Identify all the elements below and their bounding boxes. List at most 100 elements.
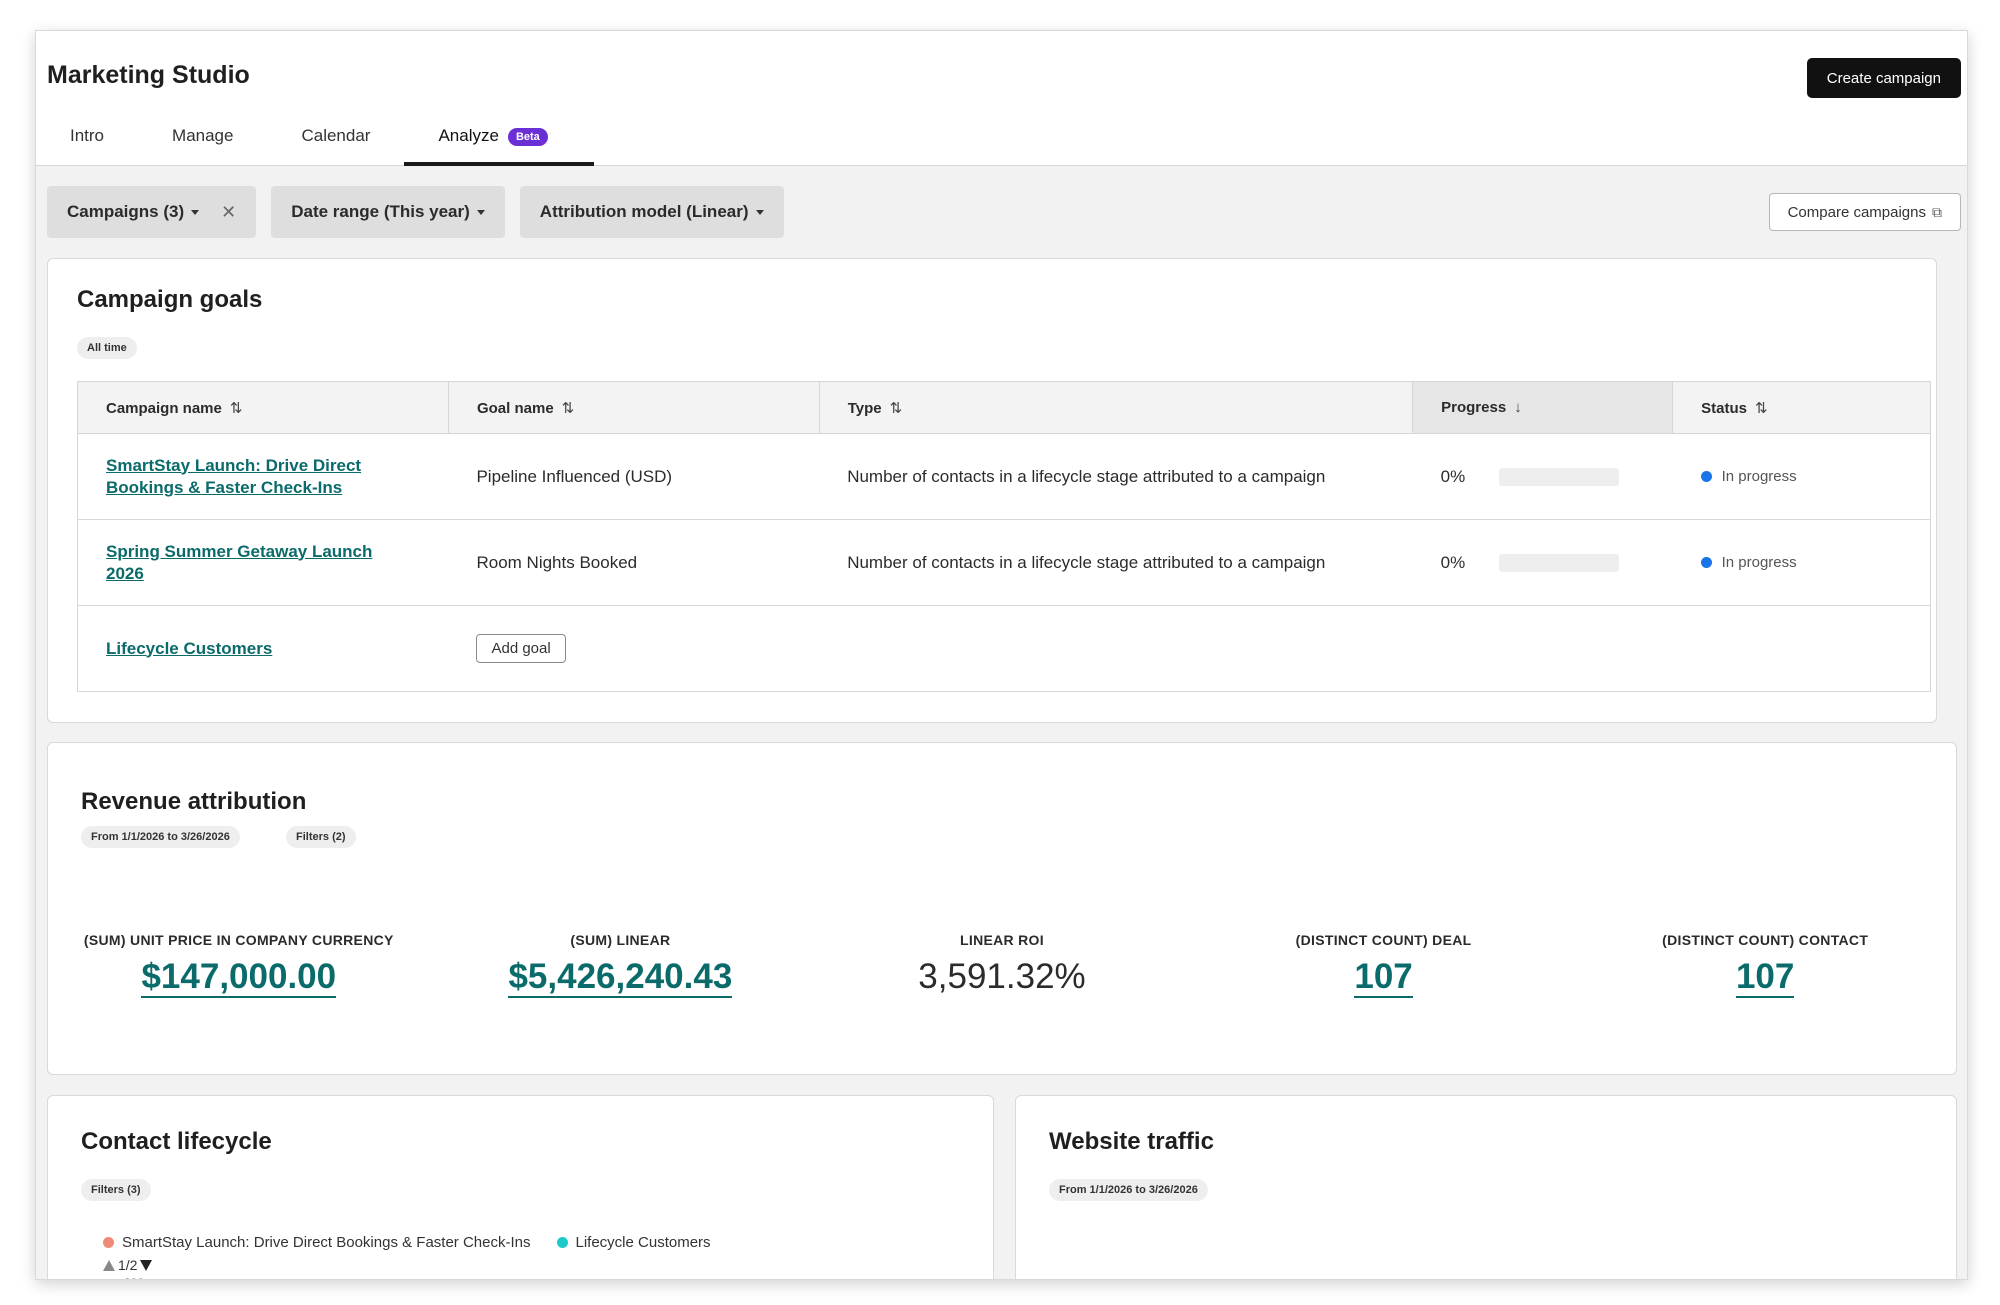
tab-analyze[interactable]: Analyze Beta [404,126,595,166]
type-cell: Number of contacts in a lifecycle stage … [819,519,1413,606]
filter-label: Campaigns (3) [67,202,185,221]
filter-label: Attribution model (Linear) [539,202,749,221]
campaign-cell: SmartStay Launch: Drive Direct Bookings … [77,433,449,520]
legend-item[interactable]: SmartStay Launch: Drive Direct Bookings … [103,1234,531,1251]
campaign-link[interactable]: Lifecycle Customers [106,638,273,658]
progress-bar [1498,553,1619,572]
compare-label: Compare campaigns [1787,203,1926,221]
attribution-model-filter[interactable]: Attribution model (Linear) [519,186,784,238]
metric-label: (DISTINCT COUNT) CONTACT [1662,932,1869,948]
metrics-row: (SUM) UNIT PRICE IN COMPANY CURRENCY $14… [48,932,1956,998]
header-label: Campaign name [106,399,222,417]
app-window: Marketing Studio Create campaign Intro M… [35,30,1968,1280]
add-goal-button[interactable]: Add goal [476,634,566,663]
header-label: Goal name [476,399,554,417]
create-campaign-button[interactable]: Create campaign [1806,58,1961,98]
tab-manage[interactable]: Manage [138,126,267,166]
tab-intro[interactable]: Intro [36,126,138,166]
sort-down-icon: ↓ [1514,399,1522,416]
tab-label: Intro [70,126,105,145]
filters-pill[interactable]: Filters (2) [286,826,356,848]
tab-label: Calendar [301,126,371,145]
status-dot-icon [1700,471,1712,482]
filters-pill[interactable]: Filters (3) [81,1179,151,1201]
metric-value[interactable]: $5,426,240.43 [508,957,733,998]
metric-contact-count: (DISTINCT COUNT) CONTACT 107 [1574,932,1956,998]
metric-label: LINEAR ROI [960,932,1044,948]
type-cell [819,605,1413,692]
metric-value[interactable]: 107 [1735,957,1795,998]
legend-dot-icon [103,1237,114,1248]
metric-label: (DISTINCT COUNT) DEAL [1295,932,1472,948]
progress-percent: 0% [1440,552,1466,572]
campaign-cell: Spring Summer Getaway Launch 2026 [77,519,449,606]
campaign-link[interactable]: SmartStay Launch: Drive Direct Bookings … [106,455,362,497]
status-cell: In progress [1672,433,1931,520]
progress-percent: 0% [1440,466,1466,486]
metric-linear: (SUM) LINEAR $5,426,240.43 [430,932,812,998]
campaigns-filter[interactable]: Campaigns (3) ✕ [47,186,257,238]
tab-calendar[interactable]: Calendar [267,126,404,166]
campaign-cell: Lifecycle Customers [77,605,449,692]
card-title: Revenue attribution [81,788,307,815]
caret-down-icon [755,209,764,215]
status-cell [1672,605,1931,692]
beta-badge: Beta [507,128,548,146]
card-title: Contact lifecycle [81,1128,272,1155]
close-icon[interactable]: ✕ [221,201,237,222]
revenue-attribution-card: Revenue attribution From 1/1/2026 to 3/2… [47,742,1957,1075]
metric-value[interactable]: $147,000.00 [141,957,337,998]
sort-icon: ⇅ [1754,399,1768,417]
tab-label: Analyze [438,126,499,145]
card-title: Campaign goals [77,286,263,313]
period-pill: All time [77,337,137,359]
table-row: SmartStay Launch: Drive Direct Bookings … [77,433,1931,520]
header-label: Progress [1441,399,1507,416]
metric-unit-price: (SUM) UNIT PRICE IN COMPANY CURRENCY $14… [48,932,430,998]
goal-cell: Add goal [448,605,820,692]
date-range-filter[interactable]: Date range (This year) [271,186,505,238]
legend-item[interactable]: Lifecycle Customers [556,1234,711,1251]
caret-down-icon [476,209,485,215]
column-header-campaign[interactable]: Campaign name ⇅ [77,381,449,434]
tab-label: Manage [172,126,234,145]
column-header-goal[interactable]: Goal name ⇅ [447,381,820,434]
compare-campaigns-button[interactable]: Compare campaigns ⧉ [1768,193,1961,231]
app-header: Marketing Studio Create campaign Intro M… [36,31,1967,166]
external-link-icon: ⧉ [1932,203,1942,220]
header-label: Type [847,399,882,417]
pager-label: 1/2 [118,1257,138,1273]
sort-icon: ⇅ [889,399,903,417]
table-row: Spring Summer Getaway Launch 2026 Room N… [77,519,1931,606]
campaign-goals-card: Campaign goals All time Campaign name ⇅ G… [47,258,1937,723]
filter-label: Date range (This year) [291,202,470,221]
legend-dot-icon [556,1237,568,1248]
metric-deal-count: (DISTINCT COUNT) DEAL 107 [1193,932,1575,998]
page-down-icon[interactable] [140,1259,153,1271]
sort-icon: ⇅ [561,399,575,417]
chart-legend: SmartStay Launch: Drive Direct Bookings … [103,1234,711,1251]
metric-linear-roi: LINEAR ROI 3,591.32% [811,932,1193,998]
progress-bar [1498,467,1619,486]
goals-table: Campaign name ⇅ Goal name ⇅ Type ⇅ Progress… [77,381,1931,692]
app-title: Marketing Studio [47,61,250,89]
status-cell: In progress [1672,519,1931,606]
filter-bar: Campaigns (3) ✕ Date range (This year) A… [47,186,784,238]
column-header-type[interactable]: Type ⇅ [818,381,1414,434]
metric-value[interactable]: 107 [1354,957,1413,998]
type-cell: Number of contacts in a lifecycle stage … [819,433,1413,520]
date-range-pill: From 1/1/2026 to 3/26/2026 [81,826,240,848]
progress-cell [1412,605,1673,692]
campaign-link[interactable]: Spring Summer Getaway Launch 2026 [106,541,373,583]
date-range-pill: From 1/1/2026 to 3/26/2026 [1049,1179,1208,1201]
sort-icon: ⇅ [229,399,243,417]
tab-bar: Intro Manage Calendar Analyze Beta [36,126,595,166]
status-label: In progress [1721,554,1797,571]
metric-label: (SUM) UNIT PRICE IN COMPANY CURRENCY [83,932,394,948]
column-header-progress[interactable]: Progress ↓ [1412,381,1674,434]
page-up-icon[interactable] [103,1259,115,1271]
column-header-status[interactable]: Status ⇅ [1672,381,1931,434]
y-axis-tick: 800 [124,1276,144,1279]
legend-pager: 1/2 [103,1257,153,1273]
website-traffic-card: Website traffic From 1/1/2026 to 3/26/20… [1015,1095,1957,1279]
